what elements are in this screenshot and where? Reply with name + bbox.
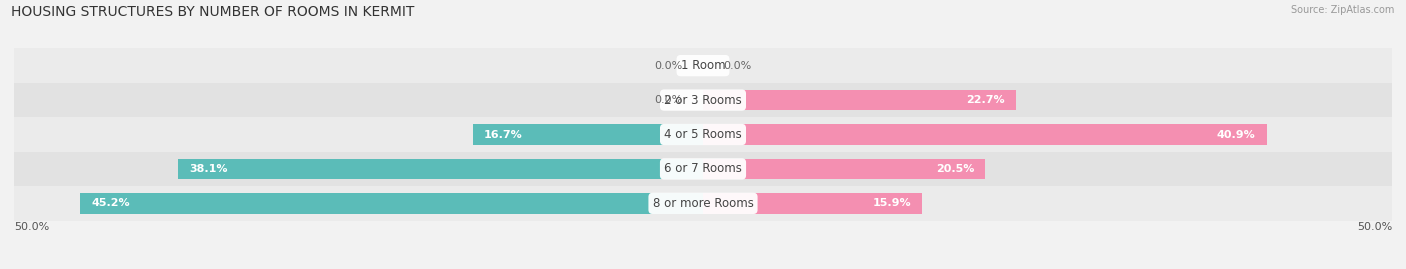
Text: 0.0%: 0.0% — [654, 61, 682, 71]
Text: 22.7%: 22.7% — [966, 95, 1005, 105]
Bar — [80, 193, 703, 214]
Bar — [14, 186, 1392, 221]
Text: 4 or 5 Rooms: 4 or 5 Rooms — [664, 128, 742, 141]
Text: 8 or more Rooms: 8 or more Rooms — [652, 197, 754, 210]
Text: 2 or 3 Rooms: 2 or 3 Rooms — [664, 94, 742, 107]
Bar — [14, 117, 1392, 152]
Text: 16.7%: 16.7% — [484, 129, 523, 140]
Text: 50.0%: 50.0% — [14, 222, 49, 232]
Text: 38.1%: 38.1% — [188, 164, 228, 174]
Text: 0.0%: 0.0% — [654, 95, 682, 105]
Bar — [179, 159, 703, 179]
Text: 20.5%: 20.5% — [936, 164, 974, 174]
Text: Source: ZipAtlas.com: Source: ZipAtlas.com — [1291, 5, 1395, 15]
Bar — [472, 124, 703, 145]
Text: 40.9%: 40.9% — [1216, 129, 1256, 140]
Text: 0.0%: 0.0% — [724, 61, 752, 71]
Bar — [703, 193, 922, 214]
Text: 1 Room: 1 Room — [681, 59, 725, 72]
Bar — [703, 159, 986, 179]
Bar — [703, 124, 1267, 145]
Bar — [14, 83, 1392, 117]
Text: 50.0%: 50.0% — [1357, 222, 1392, 232]
Text: 45.2%: 45.2% — [91, 198, 129, 208]
Bar — [14, 48, 1392, 83]
Bar — [703, 90, 1015, 110]
Text: 6 or 7 Rooms: 6 or 7 Rooms — [664, 162, 742, 175]
Text: HOUSING STRUCTURES BY NUMBER OF ROOMS IN KERMIT: HOUSING STRUCTURES BY NUMBER OF ROOMS IN… — [11, 5, 415, 19]
Text: 15.9%: 15.9% — [873, 198, 911, 208]
Bar — [14, 152, 1392, 186]
